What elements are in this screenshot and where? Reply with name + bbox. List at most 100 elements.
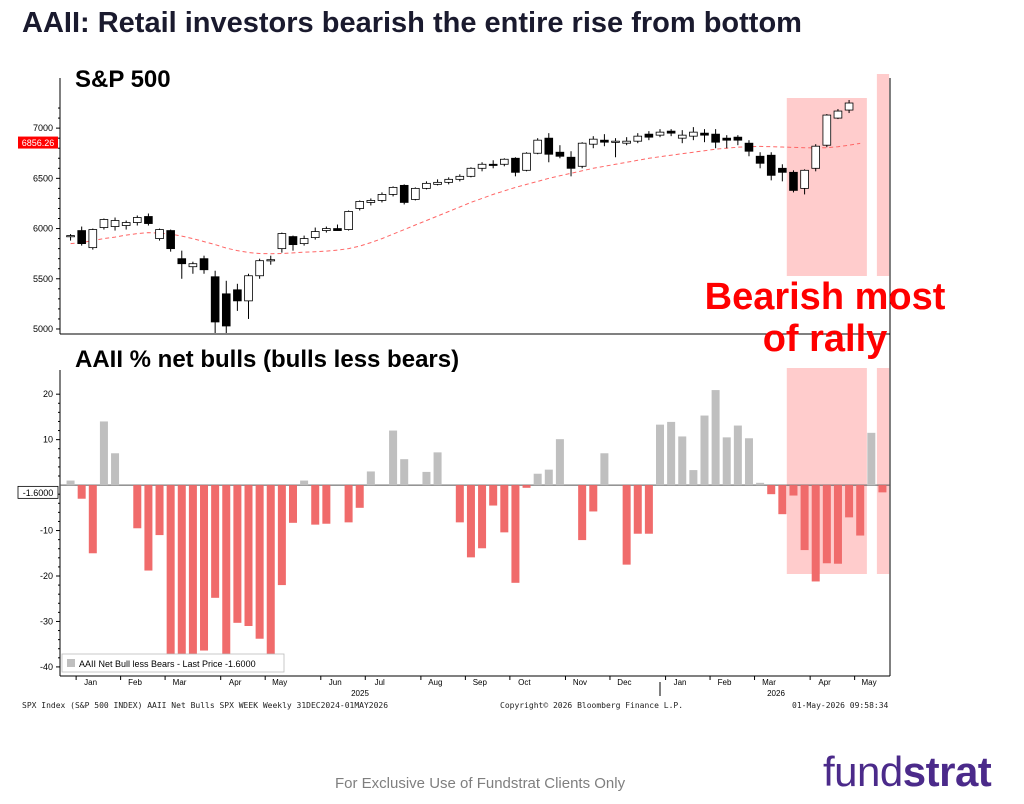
spx-candle-body	[388, 186, 398, 195]
aaii-bar	[845, 485, 854, 518]
spx-candle-body	[210, 276, 220, 323]
spx-candle-body	[611, 140, 620, 143]
highlight-zone-spx-latest	[876, 74, 890, 276]
aaii-bar	[678, 436, 687, 486]
spx-candle-body	[600, 139, 609, 143]
logo-bold: strat	[902, 748, 992, 795]
spx-candle-body	[110, 220, 120, 227]
x-month-label: Jul	[375, 678, 385, 687]
aaii-bar	[544, 469, 553, 486]
aaii-y-tick-label: 20	[43, 389, 53, 399]
spx-candle-body	[644, 133, 654, 138]
aaii-bar	[533, 473, 542, 486]
spx-candle-body	[500, 158, 509, 165]
x-month-label: Feb	[718, 678, 732, 687]
spx-panel-title: S&P 500	[75, 66, 171, 93]
spx-candle-body	[411, 187, 420, 200]
x-year-label: 2025	[351, 689, 369, 698]
aaii-bar	[811, 485, 820, 582]
aaii-bar	[355, 485, 364, 508]
aaii-bar	[733, 425, 742, 486]
aaii-bar	[344, 485, 353, 523]
spx-candle-body	[121, 222, 131, 226]
aaii-bar	[689, 470, 698, 486]
spx-candle-body	[511, 157, 520, 173]
x-month-label: Apr	[818, 678, 831, 687]
spx-candle-body	[655, 131, 665, 136]
annotation-bearish: Bearish most of rally	[700, 276, 950, 360]
spx-candle-body	[844, 102, 854, 111]
spx-candle-body	[733, 136, 743, 141]
aaii-bar	[277, 485, 286, 586]
aaii-bar	[511, 485, 520, 583]
spx-candle-body	[689, 131, 698, 137]
aaii-bar	[455, 485, 464, 523]
aaii-bar	[622, 485, 631, 565]
x-month-label: Oct	[518, 678, 531, 687]
aaii-bar	[833, 485, 842, 564]
spx-candle-body	[299, 238, 309, 245]
aaii-bar	[644, 485, 653, 534]
spx-candle-body	[66, 235, 75, 238]
spx-candle-body	[277, 233, 287, 250]
aaii-bar	[522, 485, 531, 488]
aaii-bar	[789, 485, 798, 496]
spx-candle-body	[533, 139, 542, 154]
spx-candle-body	[422, 182, 431, 189]
aaii-bar	[767, 485, 776, 495]
spx-candle-body	[466, 167, 476, 177]
exclusive-notice: For Exclusive Use of Fundstrat Clients O…	[335, 775, 626, 792]
spx-last-price-badge	[18, 136, 58, 149]
slide-title: AAII: Retail investors bearish the entir…	[22, 7, 802, 39]
aaii-bar	[88, 485, 97, 554]
spx-candle-body	[755, 155, 765, 164]
spx-candle-body	[444, 178, 453, 183]
spx-candle-body	[522, 152, 531, 171]
aaii-bar	[244, 485, 253, 626]
aaii-bar	[667, 421, 676, 486]
aaii-bar	[233, 485, 242, 623]
aaii-bar	[589, 485, 598, 512]
spx-candle-body	[144, 216, 153, 224]
x-month-label: Jan	[674, 678, 687, 687]
aaii-last-price-badge	[17, 485, 59, 499]
aaii-bar	[133, 485, 142, 529]
aaii-bar	[300, 480, 309, 486]
x-month-label: Aug	[428, 678, 442, 687]
x-month-label: Mar	[762, 678, 776, 687]
annotation-line2: of rally	[762, 318, 888, 360]
spx-candle-body	[244, 275, 253, 302]
spx-candle-body	[455, 175, 465, 180]
spx-candle-body	[677, 134, 687, 139]
aaii-bar	[155, 485, 164, 536]
aaii-bar	[389, 430, 398, 486]
aaii-bar	[633, 485, 642, 534]
aaii-bar	[700, 415, 709, 486]
x-month-label: Feb	[128, 678, 142, 687]
footer-source: SPX Index (S&P 500 INDEX) AAII Net Bulls…	[22, 701, 389, 710]
aaii-bar	[177, 485, 186, 658]
x-month-label: Nov	[573, 678, 587, 687]
spx-candle-body	[99, 219, 109, 228]
spx-candle-body	[588, 138, 598, 145]
aaii-bar	[77, 485, 86, 499]
aaii-bar	[144, 485, 153, 571]
aaii-bar	[778, 485, 787, 515]
spx-candle-body	[166, 230, 175, 250]
aaii-bar	[756, 482, 765, 486]
aaii-y-tick-label: -40	[40, 662, 53, 672]
x-month-label: Sep	[473, 678, 488, 687]
x-year-label: 2026	[767, 689, 785, 698]
spx-candle-body	[544, 137, 554, 155]
x-month-label: Jun	[329, 678, 342, 687]
spx-candle-body	[822, 114, 832, 146]
spx-candle-body	[88, 229, 98, 249]
aaii-legend-box	[61, 653, 285, 673]
aaii-bar	[500, 485, 509, 533]
logo-light: fund	[823, 748, 903, 795]
spx-last-price-label: 6856.26	[22, 138, 55, 148]
aaii-bar	[867, 432, 876, 486]
spx-candle-body	[778, 167, 787, 173]
aaii-bar	[400, 459, 409, 486]
x-month-label: May	[272, 678, 287, 687]
